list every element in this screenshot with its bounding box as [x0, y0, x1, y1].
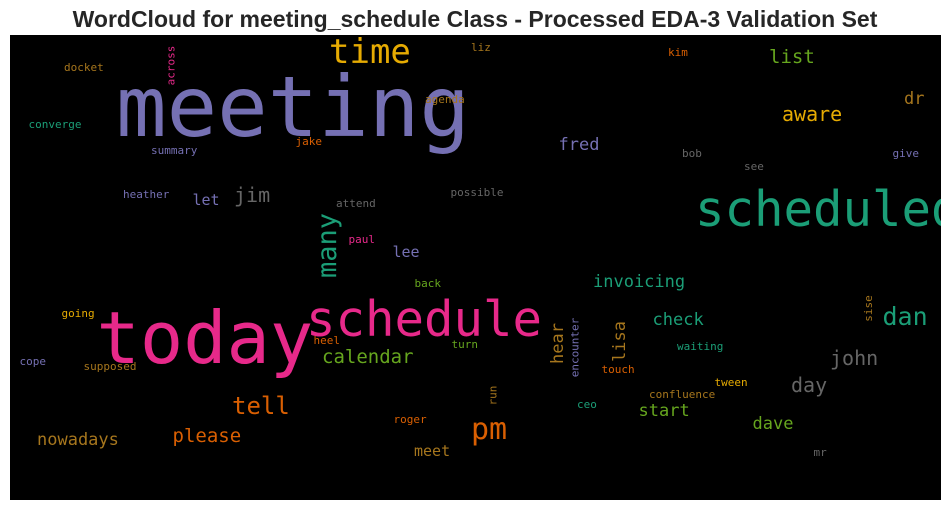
word-lee: lee: [392, 242, 420, 261]
word-meet: meet: [414, 441, 451, 460]
word-hear: hear: [547, 322, 568, 364]
word-encounter: encounter: [568, 317, 582, 377]
word-lisa: lisa: [609, 320, 630, 362]
word-back: back: [414, 276, 442, 290]
word-cope: cope: [19, 354, 47, 368]
word-ceo: ceo: [577, 397, 597, 411]
word-please: please: [172, 424, 242, 447]
word-meeting: meeting: [116, 58, 471, 156]
word-check: check: [652, 309, 704, 330]
word-supposed: supposed: [83, 359, 137, 373]
word-let: let: [192, 190, 220, 209]
chart-title: WordCloud for meeting_schedule Class - P…: [72, 6, 878, 32]
word-bob: bob: [682, 146, 702, 160]
word-tween: tween: [714, 375, 748, 389]
word-converge: converge: [28, 117, 82, 131]
word-today: today: [96, 296, 314, 380]
word-schedule: schedule: [306, 290, 543, 348]
word-attend: attend: [336, 196, 376, 210]
word-nowadays: nowadays: [37, 429, 119, 450]
word-pm: pm: [471, 412, 508, 447]
word-fred: fred: [558, 134, 600, 155]
word-day: day: [791, 373, 828, 397]
word-time: time: [329, 35, 411, 72]
word-see: see: [744, 159, 764, 173]
word-agenda: agenda: [425, 92, 465, 106]
word-dan: dan: [882, 301, 928, 331]
word-mr: mr: [813, 445, 827, 459]
word-confluence: confluence: [649, 387, 716, 401]
word-roger: roger: [393, 412, 427, 426]
word-list: list: [769, 45, 815, 68]
word-invoicing: invoicing: [593, 271, 686, 292]
word-give: give: [892, 146, 920, 160]
word-dr: dr: [904, 88, 925, 109]
word-scheduled: scheduled: [695, 180, 941, 238]
word-aware: aware: [782, 102, 843, 126]
word-paul: paul: [348, 232, 376, 246]
word-possible: possible: [450, 185, 504, 199]
word-going: going: [61, 306, 95, 320]
word-sise: sise: [861, 294, 875, 322]
word-docket: docket: [64, 60, 104, 74]
word-run: run: [486, 385, 500, 405]
wordcloud-canvas: meeting today schedule scheduled time pm many d…: [10, 35, 941, 500]
word-tell: tell: [232, 392, 290, 420]
word-many: many: [311, 212, 343, 278]
word-calendar: calendar: [322, 345, 414, 368]
word-summary: summary: [151, 143, 198, 157]
word-kim: kim: [668, 45, 688, 59]
word-heather: heather: [123, 187, 170, 201]
word-waiting: waiting: [677, 339, 724, 353]
word-turn: turn: [451, 337, 479, 351]
word-touch: touch: [601, 362, 635, 376]
word-across: across: [164, 45, 178, 85]
word-john: john: [830, 346, 879, 370]
word-start: start: [638, 400, 690, 421]
word-dave: dave: [752, 413, 794, 434]
word-jake: jake: [295, 134, 323, 148]
word-liz: liz: [471, 40, 491, 54]
word-jim: jim: [234, 183, 271, 207]
word-heel: heel: [313, 333, 341, 347]
